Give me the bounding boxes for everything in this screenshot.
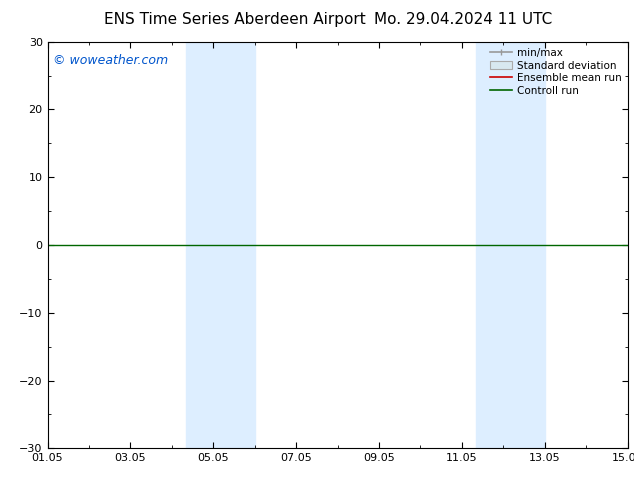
Legend: min/max, Standard deviation, Ensemble mean run, Controll run: min/max, Standard deviation, Ensemble me… bbox=[486, 45, 624, 99]
Text: ENS Time Series Aberdeen Airport: ENS Time Series Aberdeen Airport bbox=[104, 12, 365, 27]
Text: © woweather.com: © woweather.com bbox=[53, 54, 169, 67]
Bar bbox=[186, 42, 255, 448]
Text: Mo. 29.04.2024 11 UTC: Mo. 29.04.2024 11 UTC bbox=[373, 12, 552, 27]
Bar bbox=[476, 42, 545, 448]
